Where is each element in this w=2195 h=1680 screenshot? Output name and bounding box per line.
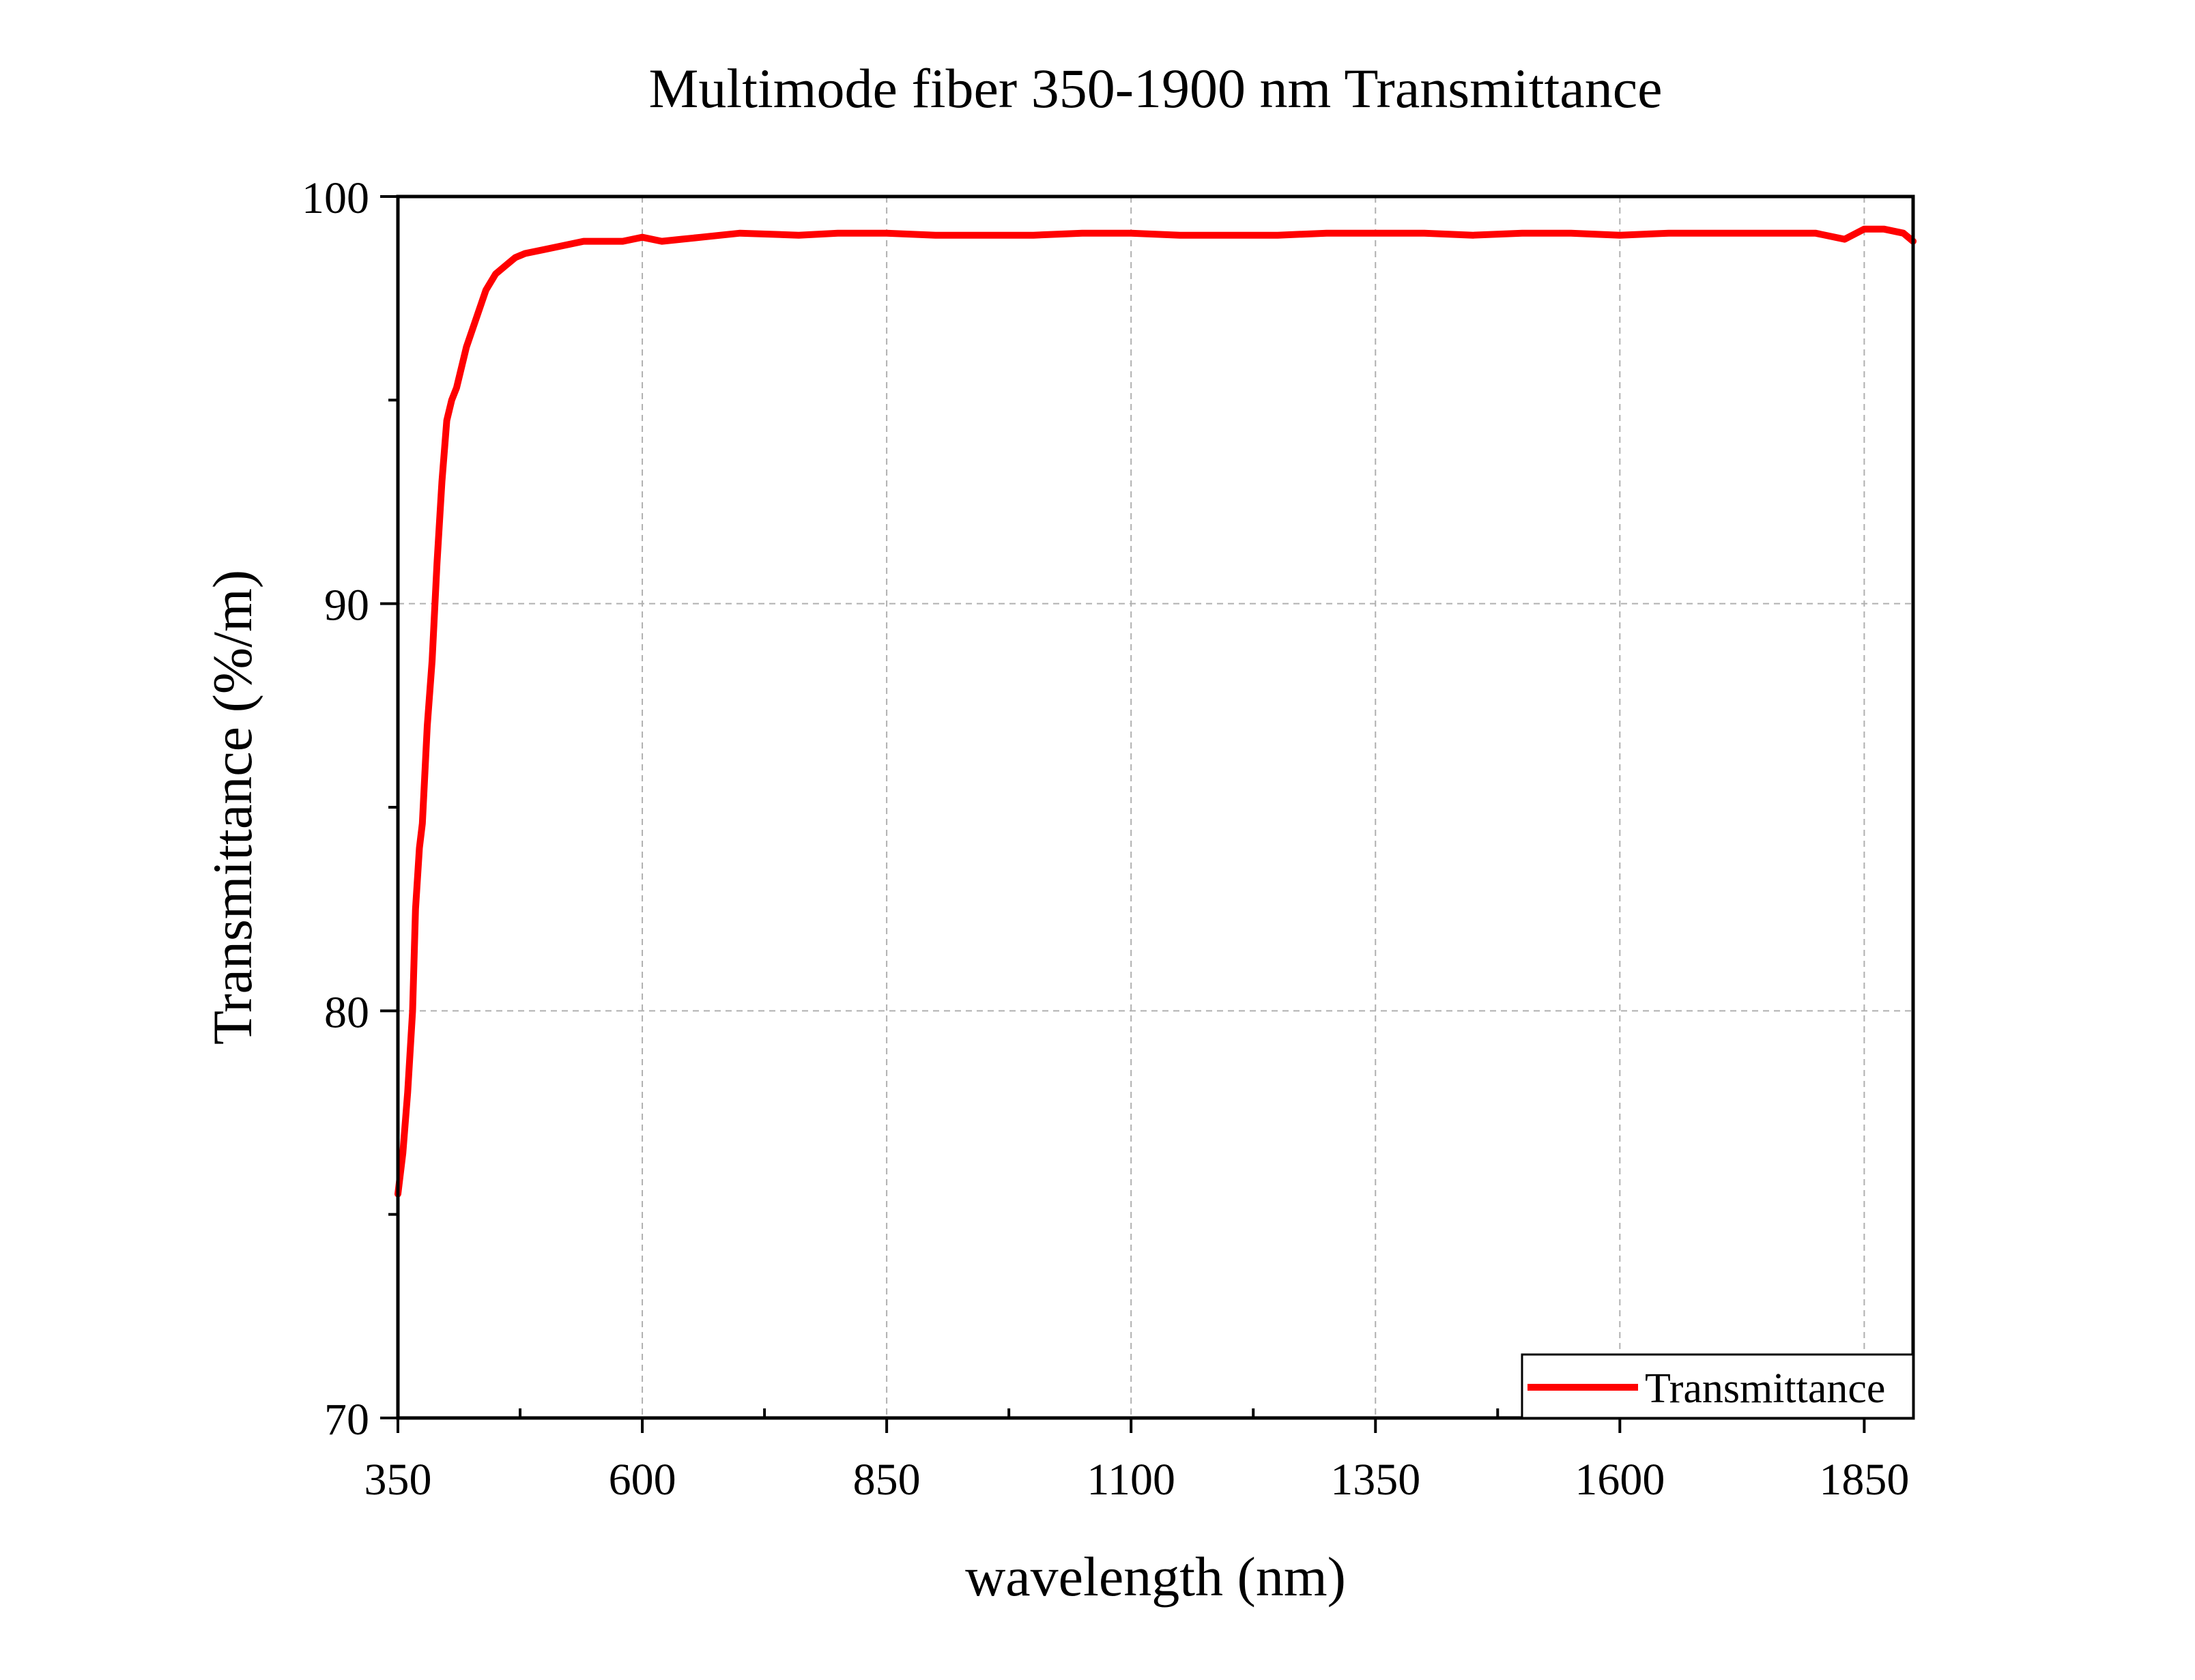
legend: Transmittance xyxy=(1521,1353,1914,1419)
y-tick-labels: 70 80 90 100 xyxy=(302,173,369,1445)
x-tick-label: 1100 xyxy=(1087,1455,1175,1505)
y-tick-label: 80 xyxy=(324,987,369,1037)
gridlines xyxy=(398,197,1913,1418)
legend-label-transmittance: Transmittance xyxy=(1645,1365,1885,1412)
axis-ticks xyxy=(380,195,1866,1433)
y-tick-label: 100 xyxy=(302,173,369,223)
x-tick-label: 1850 xyxy=(1819,1455,1909,1505)
series-layer xyxy=(394,225,1917,1198)
x-axis-label: wavelength (nm) xyxy=(965,1546,1346,1608)
legend-box xyxy=(1521,1353,1914,1419)
y-tick-label: 90 xyxy=(324,581,369,631)
x-tick-label: 600 xyxy=(609,1455,676,1505)
x-tick-label: 1350 xyxy=(1330,1455,1420,1505)
x-tick-label: 350 xyxy=(364,1455,432,1505)
x-tick-label: 850 xyxy=(853,1455,921,1505)
y-axis-label: Transmittance (%/m) xyxy=(201,570,263,1045)
x-tick-labels: 350 600 850 1100 1350 1600 1850 xyxy=(364,1455,1910,1505)
chart-title: Multimode fiber 350-1900 nm Transmittanc… xyxy=(649,57,1663,119)
y-tick-label: 70 xyxy=(324,1395,369,1445)
series-line-transmittance xyxy=(394,225,1917,1198)
x-tick-label: 1600 xyxy=(1575,1455,1665,1505)
